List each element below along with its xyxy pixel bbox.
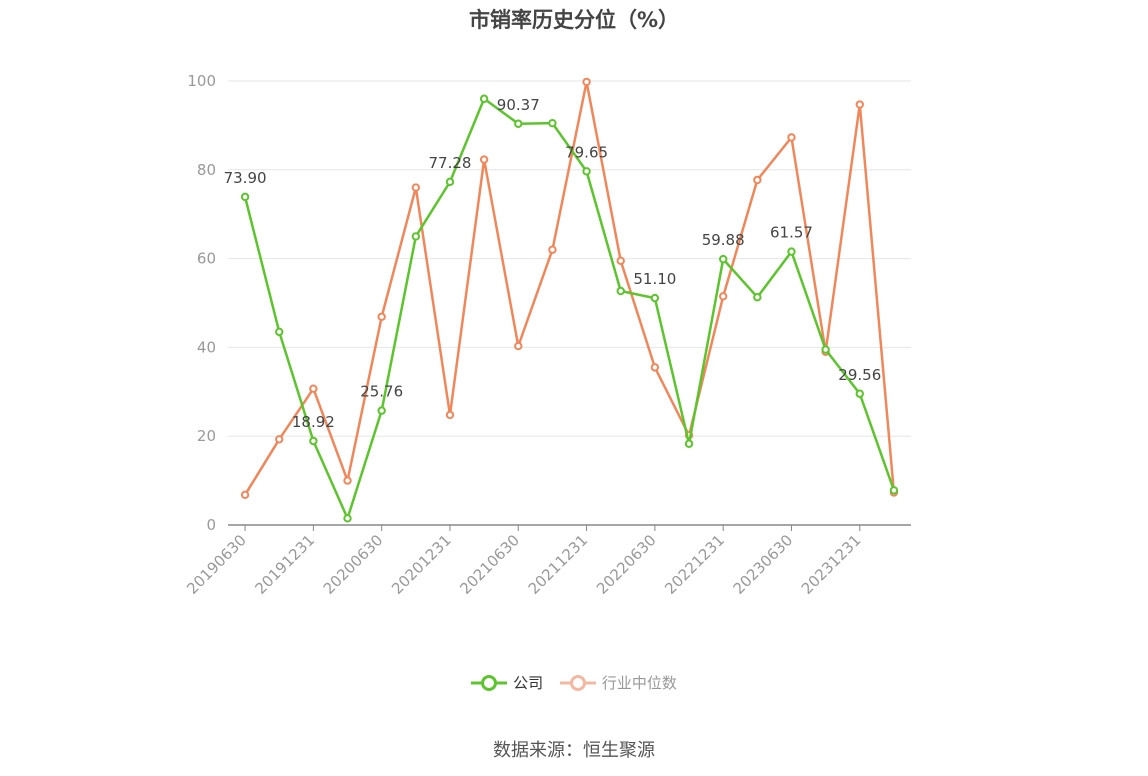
data-source-note: 数据来源：恒生聚源 bbox=[493, 740, 655, 761]
data-point-company[interactable] bbox=[548, 118, 557, 128]
data-point-industry-median[interactable] bbox=[411, 183, 421, 192]
data-point-industry-median[interactable] bbox=[445, 410, 455, 420]
series-line-company bbox=[243, 97, 896, 520]
x-tick-label: 20210630 bbox=[456, 531, 523, 598]
y-tick-label: 60 bbox=[197, 250, 216, 268]
data-point-company[interactable] bbox=[889, 486, 899, 495]
data-point-company[interactable] bbox=[309, 436, 318, 446]
y-tick-label: 80 bbox=[197, 161, 216, 179]
legend-company-label: 公司 bbox=[513, 674, 544, 692]
data-point-industry-median[interactable] bbox=[616, 256, 625, 266]
data-label-company: 25.76 bbox=[360, 383, 403, 401]
data-point-industry-median[interactable] bbox=[377, 312, 386, 321]
x-tick-label: 20231231 bbox=[798, 531, 865, 598]
data-point-industry-median[interactable] bbox=[309, 384, 318, 393]
data-point-industry-median[interactable] bbox=[548, 245, 557, 254]
data-label-company: 51.10 bbox=[633, 270, 676, 288]
data-point-company[interactable] bbox=[479, 94, 489, 103]
legend-industry-line-icon bbox=[559, 674, 596, 691]
data-label-company: 61.57 bbox=[770, 224, 813, 242]
x-tick-label: 20220630 bbox=[593, 531, 660, 598]
data-point-company[interactable] bbox=[377, 406, 386, 415]
y-tick-label: 0 bbox=[206, 516, 216, 534]
legend-industry-label: 行业中位数 bbox=[601, 674, 677, 692]
data-point-company[interactable] bbox=[343, 514, 352, 523]
data-point-company[interactable] bbox=[240, 192, 250, 202]
data-point-industry-median[interactable] bbox=[855, 100, 864, 109]
data-point-company[interactable] bbox=[821, 345, 830, 354]
data-label-company: 29.56 bbox=[838, 366, 881, 384]
data-point-company[interactable] bbox=[411, 232, 421, 241]
data-point-industry-median[interactable] bbox=[753, 175, 762, 185]
series-layer bbox=[240, 77, 899, 523]
data-label-company: 59.88 bbox=[702, 231, 745, 249]
data-point-company[interactable] bbox=[855, 389, 864, 398]
x-tick-label: 20211231 bbox=[525, 531, 592, 598]
data-point-industry-median[interactable] bbox=[240, 490, 250, 500]
data-point-industry-median[interactable] bbox=[787, 133, 796, 142]
data-point-company[interactable] bbox=[718, 254, 728, 264]
x-tick-label: 20201231 bbox=[388, 531, 455, 598]
data-point-company[interactable] bbox=[753, 293, 762, 302]
y-tick-label: 100 bbox=[187, 72, 216, 90]
data-label-company: 90.37 bbox=[497, 96, 540, 114]
x-tick-label: 20191231 bbox=[251, 531, 318, 598]
data-point-industry-median[interactable] bbox=[582, 77, 591, 87]
x-tick-label: 20200630 bbox=[320, 531, 387, 598]
data-label-company: 73.90 bbox=[224, 169, 267, 187]
data-label-company: 18.92 bbox=[292, 413, 335, 431]
x-tick-label: 20221231 bbox=[661, 531, 728, 598]
data-point-industry-median[interactable] bbox=[479, 155, 489, 164]
x-tick-label: 20230630 bbox=[730, 531, 797, 598]
legend-company-line-icon bbox=[471, 674, 508, 691]
y-tick-label: 40 bbox=[197, 338, 216, 356]
data-point-company[interactable] bbox=[445, 177, 455, 187]
data-point-industry-median[interactable] bbox=[514, 341, 523, 351]
data-point-industry-median[interactable] bbox=[718, 292, 728, 301]
data-point-company[interactable] bbox=[684, 439, 694, 448]
data-point-industry-median[interactable] bbox=[343, 476, 352, 485]
series-line-industry-median bbox=[244, 80, 896, 496]
x-tick-label: 20190630 bbox=[183, 531, 250, 598]
data-label-layer: 73.90 18.92 25.76 77.28 90.37 79.65 51.10 59.88… bbox=[224, 96, 882, 431]
axis-layer: 0 20 40 60 80 100 20190630 20191231 20200630 2020… bbox=[183, 72, 911, 598]
y-tick-label: 20 bbox=[197, 427, 216, 445]
data-point-company[interactable] bbox=[616, 286, 625, 296]
data-point-company[interactable] bbox=[787, 247, 796, 256]
legend: 公司 行业中位数 bbox=[0, 672, 1148, 697]
legend-item-industry-median[interactable]: 行业中位数 bbox=[559, 672, 677, 693]
data-point-company[interactable] bbox=[582, 167, 591, 176]
legend-item-company[interactable]: 公司 bbox=[471, 672, 543, 693]
data-point-industry-median[interactable] bbox=[650, 363, 660, 372]
chart-title: 市销率历史分位（%） bbox=[468, 8, 680, 32]
grid-layer bbox=[228, 80, 911, 437]
data-label-company: 79.65 bbox=[565, 143, 608, 161]
data-point-company[interactable] bbox=[275, 327, 284, 337]
data-label-company: 77.28 bbox=[428, 154, 471, 172]
data-point-company[interactable] bbox=[650, 293, 660, 303]
data-point-company[interactable] bbox=[514, 119, 523, 128]
data-point-industry-median[interactable] bbox=[275, 435, 284, 444]
